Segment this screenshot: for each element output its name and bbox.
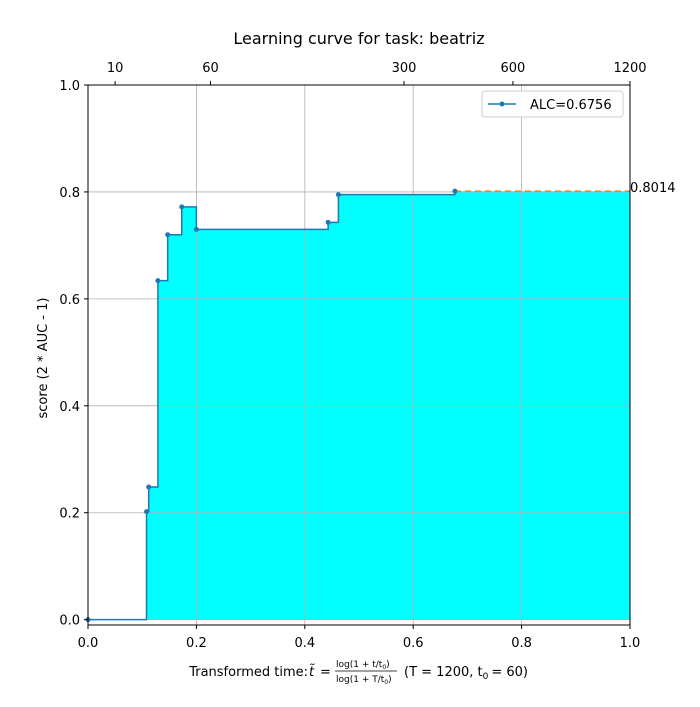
top-tick-label: 600 [501,61,526,76]
top-tick-label: 1200 [613,61,646,76]
y-tick-label: 1.0 [59,79,80,94]
final-value-label: 0.8014 [630,181,676,196]
legend: ALC=0.6756 [481,90,624,118]
grid [88,85,630,625]
x-tick-label: 1.0 [620,636,641,651]
y-axis-label: score (2 * AUC - 1) [36,298,51,419]
x-tick-label: 0.6 [403,636,424,651]
x-tick-label: 0.2 [186,636,207,651]
y-tick-label: 0.8 [59,186,80,201]
x-tick-label: 0.4 [294,636,315,651]
x-axis-ticks: 0.0 0.2 0.4 0.6 0.8 1.0 [78,625,641,651]
legend-label: ALC=0.6756 [530,98,612,113]
y-tick-label: 0.0 [59,614,80,629]
y-tick-label: 0.4 [59,400,80,415]
data-point [146,484,152,490]
series-points [85,188,458,623]
data-point [335,192,341,198]
data-point [193,226,199,232]
data-point [155,278,161,284]
x-tick-label: 0.0 [78,636,99,651]
x-axis-label-t: t̃ [309,665,315,680]
y-tick-label: 0.6 [59,293,80,308]
data-point [165,232,171,238]
y-tick-label: 0.2 [59,507,80,522]
chart-title: Learning curve for task: beatriz [233,29,484,48]
x-axis-label-numerator: log(1 + t/t0) [336,660,390,671]
plot-frame [87,84,631,626]
y-axis-ticks: 0.0 0.2 0.4 0.6 0.8 1.0 [59,79,88,629]
x-tick-label: 0.8 [511,636,532,651]
top-tick-label: 300 [392,61,417,76]
x-axis-label-denominator: log(1 + T/t0) [336,675,392,686]
x-axis-label-params: (T = 1200, t0 = 60) [404,665,528,682]
x-axis-label-prefix: Transformed time: [188,665,308,680]
x-axis-label: Transformed time: t̃ = log(1 + t/t0) log… [188,660,528,686]
x-axis-label-equals: = [320,665,331,680]
legend-marker [499,101,505,107]
top-tick-label: 60 [202,61,219,76]
data-point [179,204,185,210]
data-point [144,509,150,515]
data-point [325,219,331,225]
top-tick-label: 10 [107,61,124,76]
legend-box [481,90,624,118]
data-point [452,188,458,194]
top-axis-ticks: 10 60 300 600 1200 [107,61,647,85]
